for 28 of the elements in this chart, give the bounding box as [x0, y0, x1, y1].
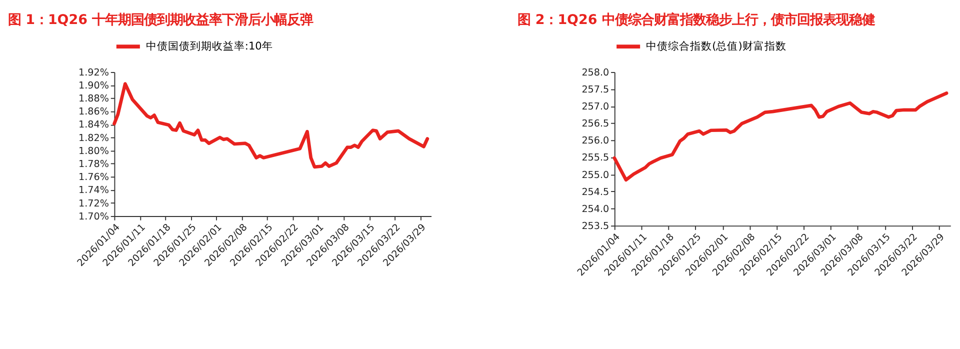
y-tick-label: 1.80% — [78, 146, 109, 157]
y-tick-label: 1.90% — [78, 80, 109, 92]
y-tick-label: 1.86% — [78, 106, 109, 118]
y-tick-label: 1.74% — [78, 185, 109, 196]
y-tick-label: 255.0 — [582, 170, 610, 181]
y-tick-label: 1.76% — [78, 172, 109, 184]
y-tick-label: 1.70% — [78, 211, 109, 222]
legend-label: 中债国债到期收益率:10年 — [146, 39, 273, 52]
line-series — [112, 82, 430, 169]
y-tick-label: 256.5 — [582, 118, 610, 130]
y-tick-label: 256.0 — [582, 136, 610, 147]
y-tick-label: 1.92% — [78, 67, 109, 78]
y-tick-label: 1.84% — [78, 120, 109, 131]
y-tick-label: 254.0 — [582, 204, 610, 215]
chart-title: 图 1：1Q26 十年期国债到期收益率下滑后小幅反弹 — [8, 12, 314, 28]
y-tick-label: 257.5 — [582, 84, 610, 96]
chart-title: 图 2：1Q26 中债综合财富指数稳步上行，债市回报表现稳健 — [518, 12, 875, 28]
y-tick-label: 254.5 — [582, 186, 610, 198]
y-tick-label: 253.5 — [582, 220, 610, 232]
y-tick-label: 258.0 — [582, 67, 610, 78]
y-tick-label: 255.5 — [582, 152, 610, 164]
y-tick-label: 1.78% — [78, 158, 109, 170]
legend-label: 中债综合指数(总值)财富指数 — [646, 39, 786, 52]
y-tick-label: 257.0 — [582, 101, 610, 112]
y-tick-label: 1.82% — [78, 132, 109, 144]
y-tick-label: 1.72% — [78, 198, 109, 210]
y-tick-label: 1.88% — [78, 94, 109, 105]
line-series — [612, 91, 948, 182]
